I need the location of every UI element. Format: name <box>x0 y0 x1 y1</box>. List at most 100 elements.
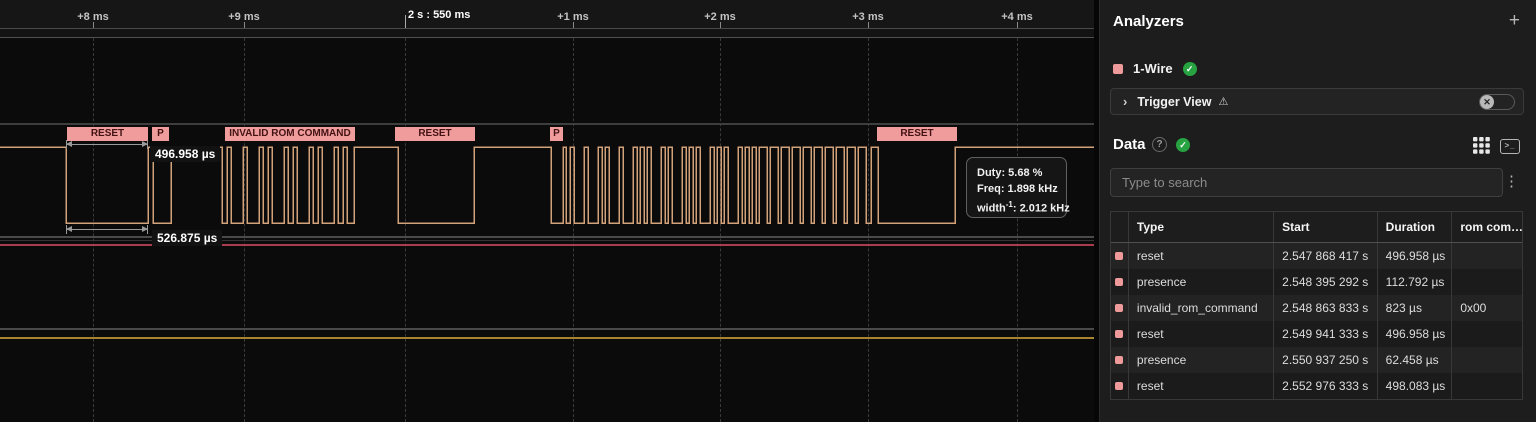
channel-separator <box>0 123 1094 125</box>
timeline-label: +3 ms <box>852 11 884 23</box>
table-header-cell[interactable]: Start <box>1274 212 1378 242</box>
time-gridline <box>573 38 574 422</box>
measurement-value: 526.875 µs <box>152 230 223 246</box>
table-cell: 496.958 µs <box>1378 321 1453 347</box>
table-cell: 498.083 µs <box>1378 373 1453 399</box>
analog-trace-orange <box>0 337 1094 339</box>
row-color-swatch <box>1115 304 1124 312</box>
analyzer-item-1wire[interactable]: 1-Wire ✓ <box>1113 61 1197 76</box>
table-cell <box>1452 321 1522 347</box>
trigger-view-toggle[interactable]: ✕ <box>1479 94 1515 110</box>
warning-icon: ⚠ <box>1218 96 1229 108</box>
timeline-label: +9 ms <box>228 11 260 23</box>
table-header-cell[interactable]: Duration <box>1378 212 1453 242</box>
table-view-icon[interactable] <box>1473 137 1490 159</box>
trigger-view-row[interactable]: › Trigger View ⚠ ✕ <box>1110 88 1524 115</box>
check-circle-icon: ✓ <box>1182 61 1197 76</box>
measurement-endbar <box>147 225 148 234</box>
row-swatch-cell <box>1111 321 1129 347</box>
analyzers-panel: Analyzers + 1-Wire ✓ › Trigger View ⚠ ✕ … <box>1100 0 1536 422</box>
timeline-tick <box>244 22 245 28</box>
annotation-badge[interactable]: INVALID ROM COMMAND <box>225 127 355 141</box>
row-swatch-cell <box>1111 347 1129 373</box>
tooltip-freq: Freq: 1.898 kHz <box>977 183 1058 195</box>
time-gridline <box>405 38 406 422</box>
decoded-data-table: Type Start Duration rom com… reset 2.547 868 … <box>1110 211 1523 400</box>
table-cell: reset <box>1129 321 1275 347</box>
help-icon[interactable]: ? <box>1152 137 1167 152</box>
table-cell <box>1452 373 1522 399</box>
row-swatch-cell <box>1111 373 1129 399</box>
table-cell: presence <box>1129 347 1275 373</box>
row-color-swatch <box>1115 382 1124 390</box>
measurement-value: 496.958 µs <box>150 146 221 162</box>
channel-separator <box>0 328 1094 330</box>
trigger-view-label: Trigger View <box>1137 94 1212 109</box>
table-cell: 2.548 863 833 s <box>1274 295 1378 321</box>
table-header-row: Type Start Duration rom com… <box>1111 212 1522 243</box>
timeline-tick <box>868 22 869 28</box>
table-header-cell[interactable]: rom com… <box>1460 220 1522 234</box>
table-row[interactable]: reset 2.549 941 333 s 496.958 µs <box>1111 321 1522 347</box>
row-color-swatch <box>1115 356 1124 364</box>
table-row[interactable]: invalid_rom_command 2.548 863 833 s 823 µs… <box>1111 295 1522 321</box>
table-cell: 2.549 941 333 s <box>1274 321 1378 347</box>
row-swatch-cell <box>1111 269 1129 295</box>
table-row[interactable]: reset 2.552 976 333 s 498.083 µs <box>1111 373 1522 399</box>
table-cell <box>1452 347 1522 373</box>
table-header-cell[interactable]: Type <box>1129 212 1275 242</box>
add-analyzer-icon[interactable]: + <box>1508 10 1520 31</box>
digital-signal-trace <box>0 146 1094 224</box>
table-cell: presence <box>1129 269 1275 295</box>
measurement-endbar <box>66 225 67 234</box>
table-row[interactable]: presence 2.550 937 250 s 62.458 µs <box>1111 347 1522 373</box>
annotation-badge[interactable]: P <box>550 127 563 141</box>
table-cell: 496.958 µs <box>1378 243 1453 269</box>
toggle-x-knob: ✕ <box>1480 95 1494 109</box>
table-cell: 2.548 395 292 s <box>1274 269 1378 295</box>
annotation-badge[interactable]: RESET <box>877 127 957 141</box>
terminal-icon[interactable]: >_ <box>1500 139 1520 154</box>
table-cell: 2.552 976 333 s <box>1274 373 1378 399</box>
timeline-label: +2 ms <box>704 11 736 23</box>
analyzers-title: Analyzers <box>1113 13 1184 30</box>
table-cell: 112.792 µs <box>1378 269 1453 295</box>
kebab-menu-icon[interactable]: ⋮ <box>1504 173 1519 190</box>
channel-separator <box>0 240 1094 241</box>
timeline-label: +8 ms <box>77 11 109 23</box>
measurement-arrow <box>66 141 148 147</box>
table-row[interactable]: presence 2.548 395 292 s 112.792 µs <box>1111 269 1522 295</box>
analyzer-color-swatch <box>1113 63 1123 74</box>
table-cell <box>1452 269 1522 295</box>
annotation-badge[interactable]: RESET <box>67 127 148 141</box>
tooltip-width-inv: width-1: 2.012 kHz <box>977 200 1070 215</box>
row-color-swatch <box>1115 252 1124 260</box>
row-color-swatch <box>1115 330 1124 338</box>
table-cell: reset <box>1129 243 1275 269</box>
channel-separator <box>0 236 1094 238</box>
chevron-right-icon: › <box>1123 94 1128 109</box>
panel-divider[interactable] <box>1094 0 1100 422</box>
timeline-tick <box>405 15 406 28</box>
table-cell: invalid_rom_command <box>1129 295 1275 321</box>
timeline-ruler[interactable]: +8 ms +9 ms 2 s : 550 ms +1 ms +2 ms +3 ms +4 … <box>0 0 1094 28</box>
annotation-badge[interactable]: RESET <box>395 127 475 141</box>
table-cell: 823 µs <box>1378 295 1453 321</box>
time-gridline <box>93 38 94 422</box>
waveform-view[interactable]: +8 ms +9 ms 2 s : 550 ms +1 ms +2 ms +3 ms +4 … <box>0 0 1094 422</box>
table-row[interactable]: reset 2.547 868 417 s 496.958 µs <box>1111 243 1522 269</box>
timeline-label: +1 ms <box>557 11 589 23</box>
row-color-swatch <box>1115 278 1124 286</box>
time-gridline <box>244 38 245 422</box>
measurement-endbar <box>147 140 148 149</box>
timeline-tick <box>1017 22 1018 28</box>
time-gridline <box>868 38 869 422</box>
table-header-swatch <box>1111 212 1129 242</box>
table-cell: 2.547 868 417 s <box>1274 243 1378 269</box>
table-cell: reset <box>1129 373 1275 399</box>
annotation-badge[interactable]: P <box>152 127 169 141</box>
signal-stats-tooltip: Duty: 5.68 % Freq: 1.898 kHz width-1: 2.… <box>966 157 1070 218</box>
time-gridline <box>1017 38 1018 422</box>
search-input[interactable] <box>1110 168 1503 197</box>
